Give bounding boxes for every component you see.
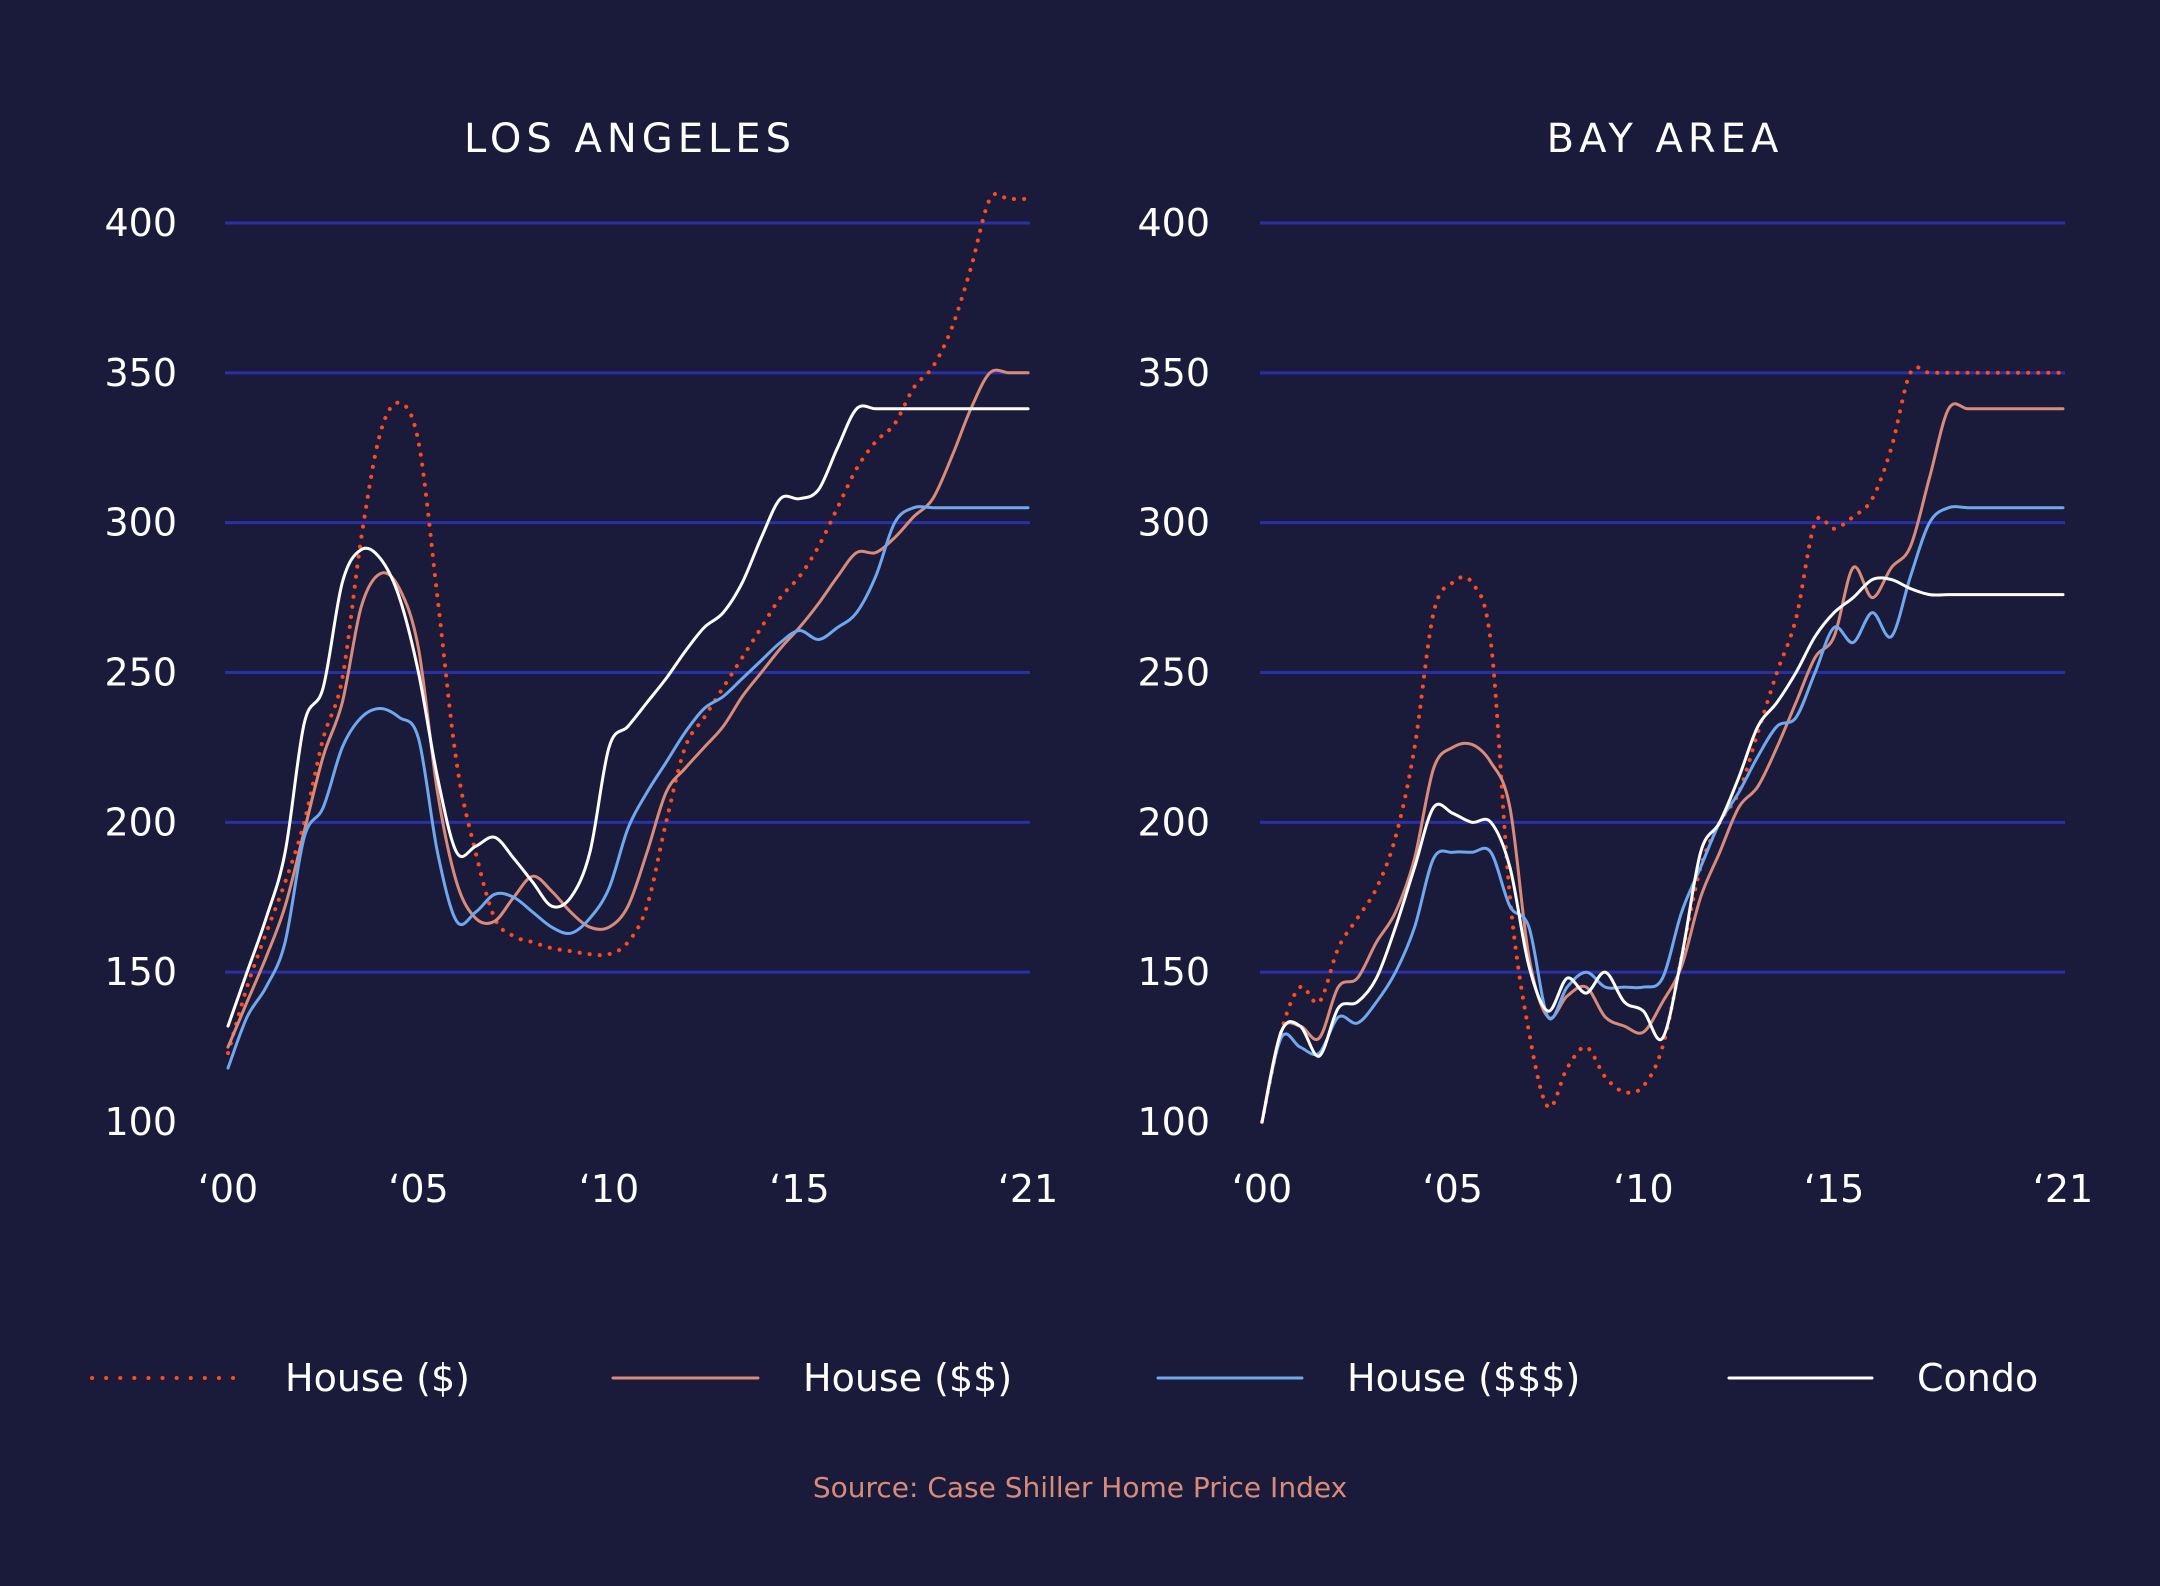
legend-label: Condo — [1917, 1356, 2038, 1400]
y-tick-label: 300 — [1137, 501, 1210, 545]
legend-label: House ($$$) — [1347, 1356, 1580, 1400]
series-line-house — [1260, 505, 2065, 1124]
legend-label: House ($) — [285, 1356, 470, 1400]
x-tick-label: ‘10 — [579, 1167, 639, 1211]
y-tick-label: 350 — [104, 351, 177, 395]
y-tick-label: 300 — [104, 501, 177, 545]
legend-label: House ($$) — [803, 1356, 1012, 1400]
y-tick-label: 400 — [1137, 201, 1210, 245]
panel-bay-area: BAY AREA 100 150 200 250 300 350 400 ‘00 ‘05 ‘10 ‘… — [1137, 116, 2093, 1211]
x-tick-label: ‘00 — [198, 1167, 258, 1211]
chart-title: LOS ANGELES — [464, 116, 796, 162]
panel-los-angeles: LOS ANGELES 100 150 200 250 300 350 400 ‘00 ‘05 ‘… — [104, 116, 1058, 1211]
x-tick-label: ‘00 — [1232, 1167, 1292, 1211]
series-line-house — [1260, 402, 2065, 1124]
series-line-condo — [226, 404, 1030, 1028]
legend: House ($) House ($$) House ($$$) Condo — [90, 1356, 2038, 1400]
y-tick-label: 400 — [104, 201, 177, 245]
series-line-house — [226, 191, 1030, 1056]
x-tick-label: ‘21 — [998, 1167, 1058, 1211]
x-tick-label: ‘05 — [1422, 1167, 1482, 1211]
x-tick-label: ‘10 — [1613, 1167, 1673, 1211]
series-line-house — [1260, 365, 2065, 1124]
x-tick-label: ‘15 — [769, 1167, 829, 1211]
series-line-house — [226, 368, 1030, 1049]
y-tick-label: 150 — [104, 950, 177, 994]
y-tick-label: 200 — [104, 800, 177, 844]
y-tick-label: 350 — [1137, 351, 1210, 395]
y-tick-label: 250 — [104, 651, 177, 695]
y-tick-label: 100 — [1137, 1100, 1210, 1144]
y-tick-label: 250 — [1137, 651, 1210, 695]
source-note: Source: Case Shiller Home Price Index — [813, 1471, 1347, 1504]
y-tick-label: 150 — [1137, 950, 1210, 994]
chart-title: BAY AREA — [1547, 116, 1784, 162]
x-tick-label: ‘05 — [388, 1167, 448, 1211]
y-tick-label: 100 — [104, 1100, 177, 1144]
x-tick-label: ‘21 — [2033, 1167, 2093, 1211]
x-tick-label: ‘15 — [1804, 1167, 1864, 1211]
y-tick-label: 200 — [1137, 800, 1210, 844]
series-line-house — [226, 505, 1030, 1070]
series-line-condo — [1260, 576, 2065, 1124]
